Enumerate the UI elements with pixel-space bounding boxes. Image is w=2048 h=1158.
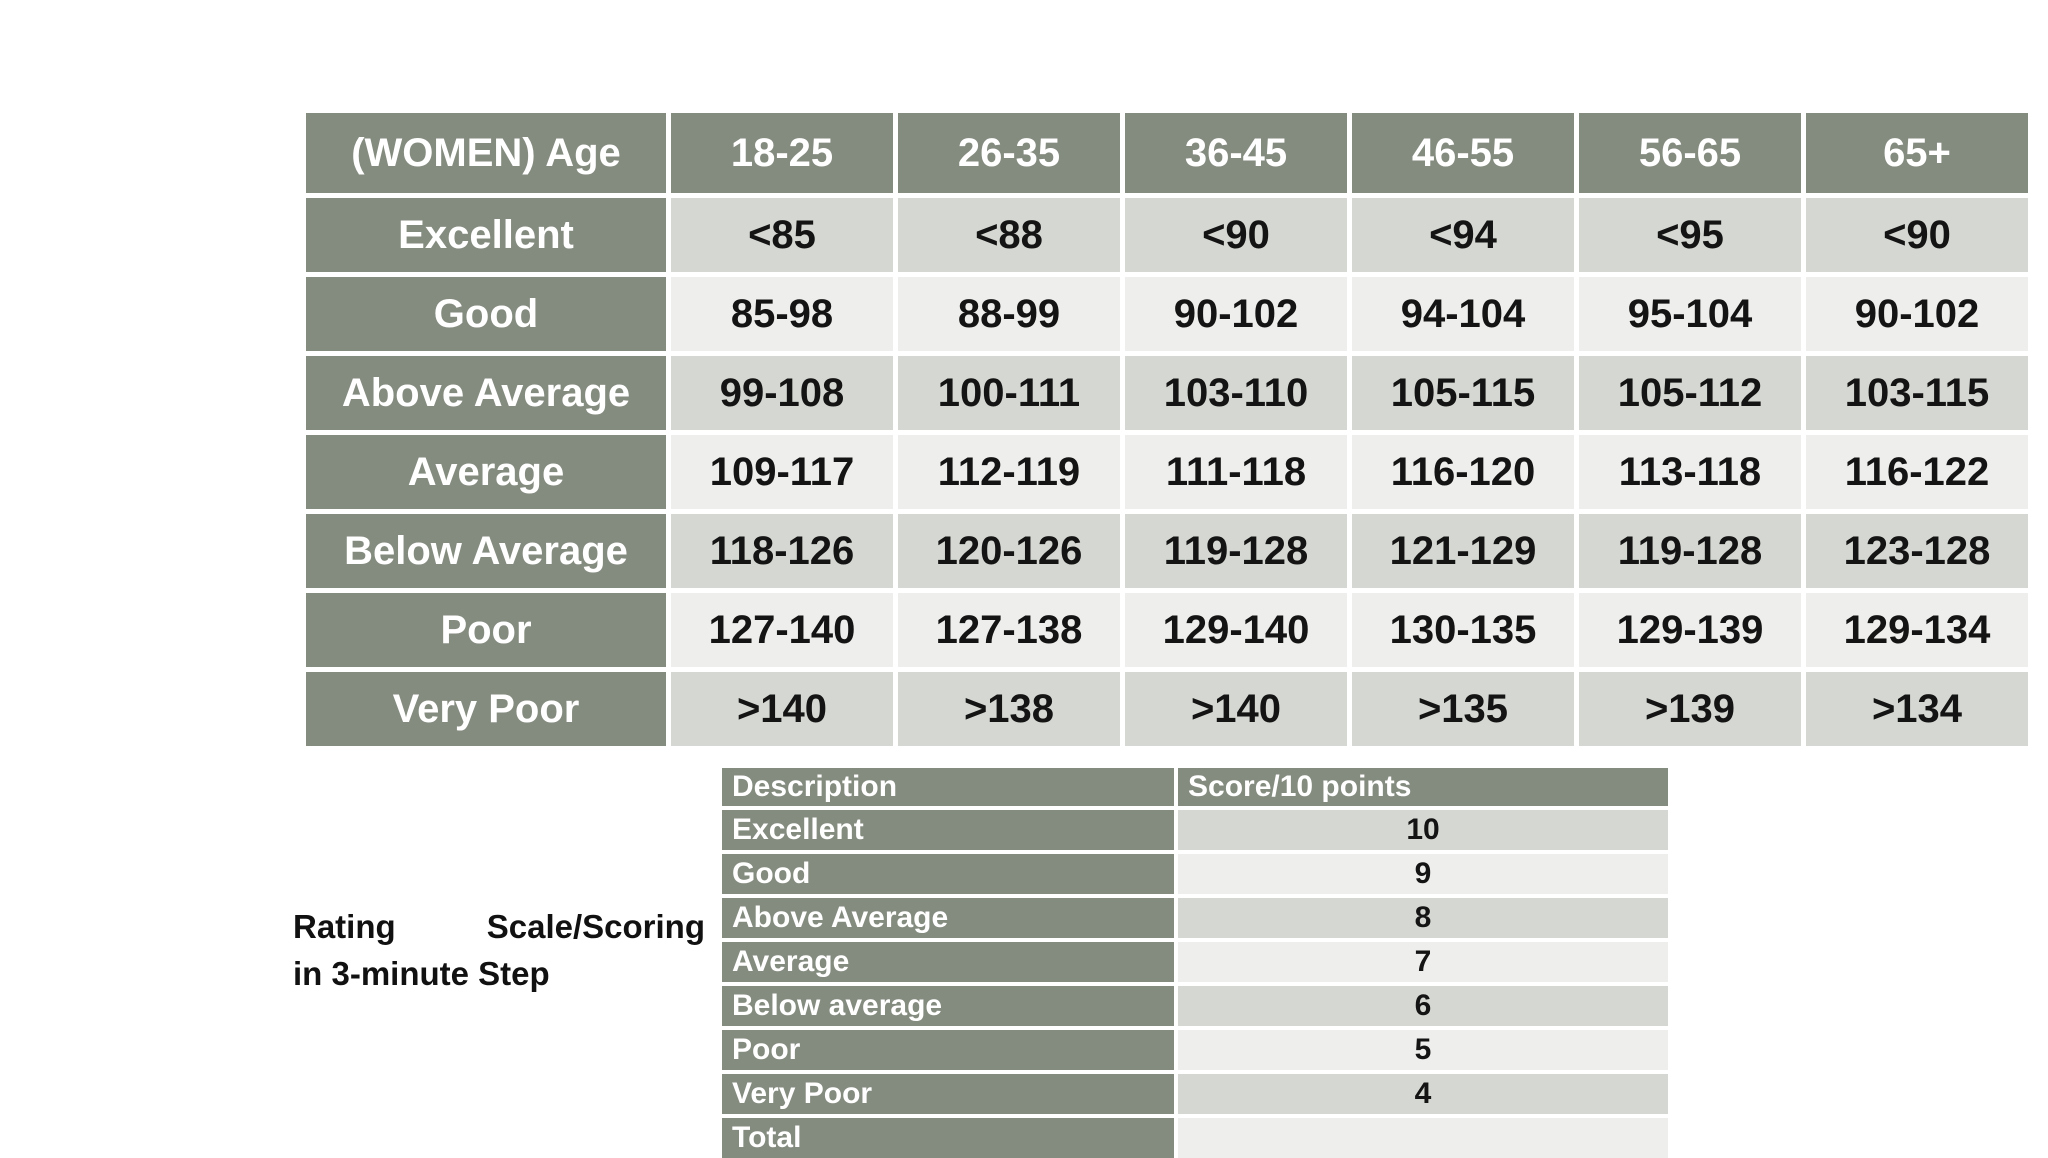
rating-value-cell: 103-110 bbox=[1125, 356, 1347, 430]
score-desc-cell: Good bbox=[722, 854, 1174, 894]
rating-value-cell: 111-118 bbox=[1125, 435, 1347, 509]
rating-value-cell: >138 bbox=[898, 672, 1120, 746]
score-table-header-cell: Description bbox=[722, 768, 1174, 806]
rating-value-cell: 94-104 bbox=[1352, 277, 1574, 351]
caption-word: Rating bbox=[293, 908, 396, 945]
score-desc-cell: Below average bbox=[722, 986, 1174, 1026]
rating-value-cell: 116-120 bbox=[1352, 435, 1574, 509]
rating-value-cell: 88-99 bbox=[898, 277, 1120, 351]
score-value-cell bbox=[1178, 1118, 1668, 1158]
rating-value-cell: 118-126 bbox=[671, 514, 893, 588]
rating-value-cell: >135 bbox=[1352, 672, 1574, 746]
rating-label-cell: Very Poor bbox=[306, 672, 666, 746]
scoring-table: Description Score/10 points Excellent 10… bbox=[722, 768, 1668, 1158]
caption-line-1: Rating Scale/Scoring bbox=[293, 903, 705, 950]
score-table-header-cell: Score/10 points bbox=[1178, 768, 1668, 806]
score-desc-cell: Above Average bbox=[722, 898, 1174, 938]
rating-value-cell: >140 bbox=[671, 672, 893, 746]
rating-value-cell: <88 bbox=[898, 198, 1120, 272]
score-value-cell: 9 bbox=[1178, 854, 1668, 894]
score-value-cell: 8 bbox=[1178, 898, 1668, 938]
rating-value-cell: 105-115 bbox=[1352, 356, 1574, 430]
rating-value-cell: 99-108 bbox=[671, 356, 893, 430]
rating-value-cell: 121-129 bbox=[1352, 514, 1574, 588]
score-desc-cell: Excellent bbox=[722, 810, 1174, 850]
rating-value-cell: 130-135 bbox=[1352, 593, 1574, 667]
rating-value-cell: 113-118 bbox=[1579, 435, 1801, 509]
rating-value-cell: 127-140 bbox=[671, 593, 893, 667]
rating-value-cell: <94 bbox=[1352, 198, 1574, 272]
rating-label-cell: Below Average bbox=[306, 514, 666, 588]
rating-value-cell: 105-112 bbox=[1579, 356, 1801, 430]
score-value-cell: 4 bbox=[1178, 1074, 1668, 1114]
age-header-cell: 65+ bbox=[1806, 113, 2028, 193]
rating-label-cell: Average bbox=[306, 435, 666, 509]
rating-value-cell: 127-138 bbox=[898, 593, 1120, 667]
score-value-cell: 5 bbox=[1178, 1030, 1668, 1070]
rating-value-cell: 100-111 bbox=[898, 356, 1120, 430]
rating-value-cell: 90-102 bbox=[1806, 277, 2028, 351]
rating-label-cell: Poor bbox=[306, 593, 666, 667]
rating-value-cell: 129-140 bbox=[1125, 593, 1347, 667]
rating-value-cell: 85-98 bbox=[671, 277, 893, 351]
score-desc-cell: Average bbox=[722, 942, 1174, 982]
caption-line-2: in 3-minute Step bbox=[293, 955, 550, 992]
score-desc-cell: Total bbox=[722, 1118, 1174, 1158]
age-header-cell: 26-35 bbox=[898, 113, 1120, 193]
rating-label-cell: Excellent bbox=[306, 198, 666, 272]
rating-value-cell: 119-128 bbox=[1125, 514, 1347, 588]
women-age-header-cell: (WOMEN) Age bbox=[306, 113, 666, 193]
rating-value-cell: 116-122 bbox=[1806, 435, 2028, 509]
rating-value-cell: 129-134 bbox=[1806, 593, 2028, 667]
score-value-cell: 6 bbox=[1178, 986, 1668, 1026]
rating-value-cell: 109-117 bbox=[671, 435, 893, 509]
rating-value-cell: <90 bbox=[1806, 198, 2028, 272]
rating-value-cell: 103-115 bbox=[1806, 356, 2028, 430]
rating-value-cell: <90 bbox=[1125, 198, 1347, 272]
rating-value-cell: >134 bbox=[1806, 672, 2028, 746]
age-header-cell: 18-25 bbox=[671, 113, 893, 193]
rating-value-cell: 120-126 bbox=[898, 514, 1120, 588]
rating-value-cell: <85 bbox=[671, 198, 893, 272]
caption: Rating Scale/Scoring in 3-minute Step bbox=[293, 903, 705, 997]
score-value-cell: 7 bbox=[1178, 942, 1668, 982]
age-header-cell: 46-55 bbox=[1352, 113, 1574, 193]
score-value-cell: 10 bbox=[1178, 810, 1668, 850]
rating-value-cell: <95 bbox=[1579, 198, 1801, 272]
rating-label-cell: Good bbox=[306, 277, 666, 351]
rating-value-cell: >140 bbox=[1125, 672, 1347, 746]
rating-value-cell: 119-128 bbox=[1579, 514, 1801, 588]
women-rating-table: (WOMEN) Age 18-25 26-35 36-45 46-55 56-6… bbox=[306, 113, 2028, 746]
rating-value-cell: 129-139 bbox=[1579, 593, 1801, 667]
score-desc-cell: Very Poor bbox=[722, 1074, 1174, 1114]
rating-value-cell: 90-102 bbox=[1125, 277, 1347, 351]
score-desc-cell: Poor bbox=[722, 1030, 1174, 1070]
age-header-cell: 36-45 bbox=[1125, 113, 1347, 193]
age-header-cell: 56-65 bbox=[1579, 113, 1801, 193]
rating-label-cell: Above Average bbox=[306, 356, 666, 430]
caption-word: Scale/Scoring bbox=[486, 908, 705, 945]
rating-value-cell: 123-128 bbox=[1806, 514, 2028, 588]
rating-value-cell: 95-104 bbox=[1579, 277, 1801, 351]
rating-value-cell: >139 bbox=[1579, 672, 1801, 746]
rating-value-cell: 112-119 bbox=[898, 435, 1120, 509]
